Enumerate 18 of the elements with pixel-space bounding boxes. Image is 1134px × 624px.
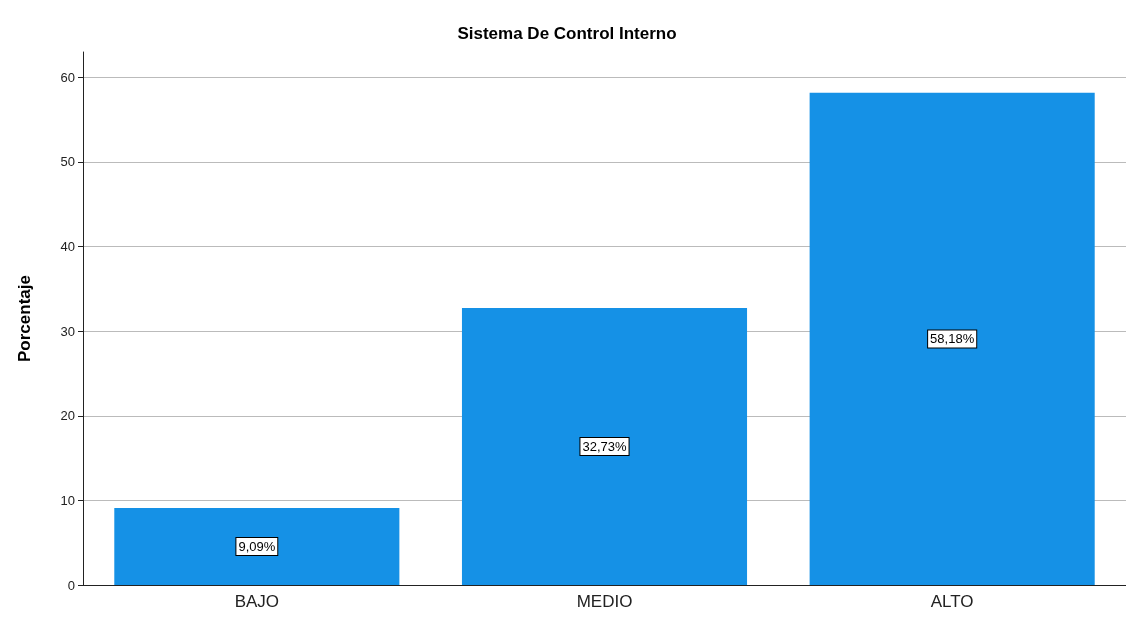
x-tick-label: ALTO xyxy=(930,592,974,611)
bar xyxy=(809,92,1095,585)
y-tick-label: 20 xyxy=(60,408,75,424)
bar xyxy=(114,508,400,585)
bar xyxy=(461,308,748,585)
y-tick-label: 40 xyxy=(60,239,75,255)
x-tick-label: BAJO xyxy=(234,592,280,611)
x-tick-label: MEDIO xyxy=(576,592,633,611)
data-label: 32,73% xyxy=(582,439,627,455)
y-tick-label: 0 xyxy=(67,577,75,593)
y-tick-label: 30 xyxy=(60,323,75,339)
data-label: 58,18% xyxy=(930,331,975,347)
y-axis-title: Porcentaje xyxy=(15,275,34,362)
y-tick-label: 50 xyxy=(60,154,75,170)
y-tick-label: 10 xyxy=(60,492,75,508)
data-label: 9,09% xyxy=(238,539,276,555)
y-tick-label: 60 xyxy=(60,69,75,85)
chart-title: Sistema De Control Interno xyxy=(457,24,677,43)
